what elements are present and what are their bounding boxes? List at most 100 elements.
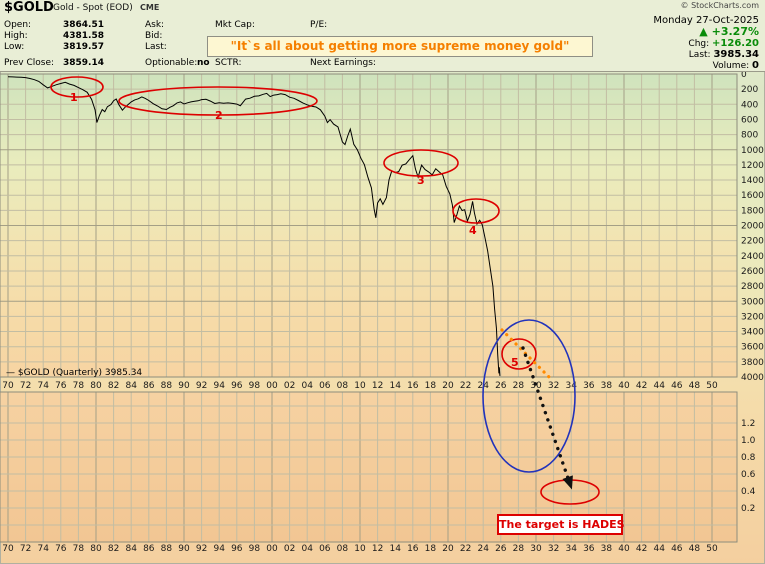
y-tick-label: 2000 [741, 222, 764, 232]
lower-y-tick-label: 0.4 [741, 487, 756, 497]
x-tick-label: 98 [249, 544, 261, 554]
last-row: Last: 3985.34 [689, 49, 759, 61]
x-tick-label: 36 [583, 381, 595, 391]
optionable-value: no [197, 58, 210, 68]
arrowhead-icon [562, 475, 573, 490]
low-label: Low: [4, 42, 25, 52]
x-tick-label: 24 [477, 544, 489, 554]
high-value: 4381.58 [63, 31, 104, 41]
y-tick-label: 3000 [741, 297, 764, 307]
x-tick-label: 72 [20, 544, 31, 554]
x-tick-label: 78 [73, 544, 85, 554]
x-tick-label: 02 [284, 544, 295, 554]
red-ellipse-annotation [501, 338, 537, 370]
price-line [7, 76, 501, 376]
y-tick-label: 600 [741, 115, 758, 125]
y-tick-label: 3200 [741, 312, 764, 322]
symbol: $GOLD [4, 0, 54, 15]
y-tick-label: 3800 [741, 358, 764, 368]
lower-y-tick-label: 1.2 [741, 419, 755, 429]
x-tick-label: 94 [213, 381, 225, 391]
x-tick-label: 96 [231, 544, 243, 554]
x-tick-label: 50 [706, 544, 718, 554]
x-tick-label: 72 [20, 381, 31, 391]
x-tick-label: 70 [2, 544, 14, 554]
x-tick-label: 88 [161, 381, 173, 391]
x-tick-label: 14 [389, 544, 401, 554]
sctr-label: SCTR: [215, 58, 242, 68]
x-tick-label: 06 [319, 544, 331, 554]
x-tick-label: 40 [618, 381, 630, 391]
x-tick-label: 84 [125, 381, 137, 391]
x-tick-label: 74 [37, 544, 49, 554]
y-tick-label: 3400 [741, 328, 764, 338]
x-tick-label: 82 [108, 381, 119, 391]
x-tick-label: 80 [90, 381, 102, 391]
prev-close-label: Prev Close: [4, 58, 55, 68]
x-tick-label: 04 [301, 381, 313, 391]
quote-date: Monday 27-Oct-2025 [653, 15, 759, 26]
x-tick-label: 04 [301, 544, 313, 554]
last-price-label: Last: [688, 50, 711, 60]
red-ellipse-annotation [118, 86, 318, 116]
x-tick-label: 92 [196, 381, 207, 391]
x-tick-label: 46 [671, 544, 683, 554]
x-tick-label: 34 [565, 381, 577, 391]
last-label: Last: [145, 42, 167, 52]
x-tick-label: 90 [178, 381, 190, 391]
x-tick-label: 82 [108, 544, 119, 554]
x-tick-label: 30 [530, 544, 542, 554]
x-tick-label: 28 [513, 544, 525, 554]
chart-legend: — $GOLD (Quarterly) 3985.34 [6, 368, 142, 378]
x-tick-label: 26 [495, 544, 507, 554]
x-tick-label: 78 [73, 381, 85, 391]
volume-label: Volume: [712, 61, 750, 71]
y-tick-label: 800 [741, 131, 758, 141]
percent-change: ▲ +3.27% [699, 25, 759, 38]
x-tick-label: 16 [407, 544, 419, 554]
x-tick-label: 18 [425, 381, 437, 391]
next-earnings-label: Next Earnings: [310, 58, 376, 68]
quote-annotation: "It`s all about getting more supreme mon… [207, 36, 593, 57]
ask-label: Ask: [145, 20, 165, 30]
lower-panel-border [0, 391, 738, 543]
last-price-value: 3985.34 [713, 49, 759, 60]
low-value: 3819.57 [63, 42, 104, 52]
y-tick-label: 1000 [741, 146, 764, 156]
y-tick-label: 2600 [741, 267, 764, 277]
x-tick-label: 00 [266, 381, 278, 391]
x-tick-label: 44 [653, 544, 665, 554]
y-tick-label: 2800 [741, 282, 764, 292]
x-tick-label: 38 [601, 544, 613, 554]
x-tick-label: 16 [407, 381, 419, 391]
x-tick-label: 10 [354, 381, 366, 391]
x-tick-label: 12 [372, 544, 383, 554]
x-tick-label: 32 [548, 381, 559, 391]
y-tick-label: 2200 [741, 237, 764, 247]
blue-ellipse-annotation [482, 319, 576, 473]
x-tick-label: 38 [601, 381, 613, 391]
black-dotted-arrow [521, 346, 571, 483]
x-tick-label: 42 [636, 544, 647, 554]
lower-y-tick-label: 1.0 [741, 436, 756, 446]
x-tick-label: 98 [249, 381, 261, 391]
lower-y-tick-label: 0.2 [741, 504, 755, 514]
x-tick-label: 08 [337, 544, 349, 554]
lower-panel [0, 392, 737, 542]
x-tick-label: 08 [337, 381, 349, 391]
x-tick-label: 20 [442, 381, 454, 391]
x-tick-label: 76 [55, 381, 67, 391]
bid-label: Bid: [145, 31, 163, 41]
change-row: Chg: +126.20 [688, 38, 759, 50]
y-tick-label: 1800 [741, 206, 764, 216]
quote-text: "It`s all about getting more supreme mon… [230, 39, 570, 53]
volume-row: Volume: 0 [713, 60, 759, 72]
x-tick-label: 22 [460, 381, 471, 391]
hades-target-annotation: The target is HADES [497, 514, 625, 535]
x-tick-label: 70 [2, 381, 14, 391]
x-tick-label: 02 [284, 381, 295, 391]
x-tick-label: 48 [689, 381, 701, 391]
x-tick-label: 42 [636, 381, 647, 391]
x-tick-label: 80 [90, 544, 102, 554]
